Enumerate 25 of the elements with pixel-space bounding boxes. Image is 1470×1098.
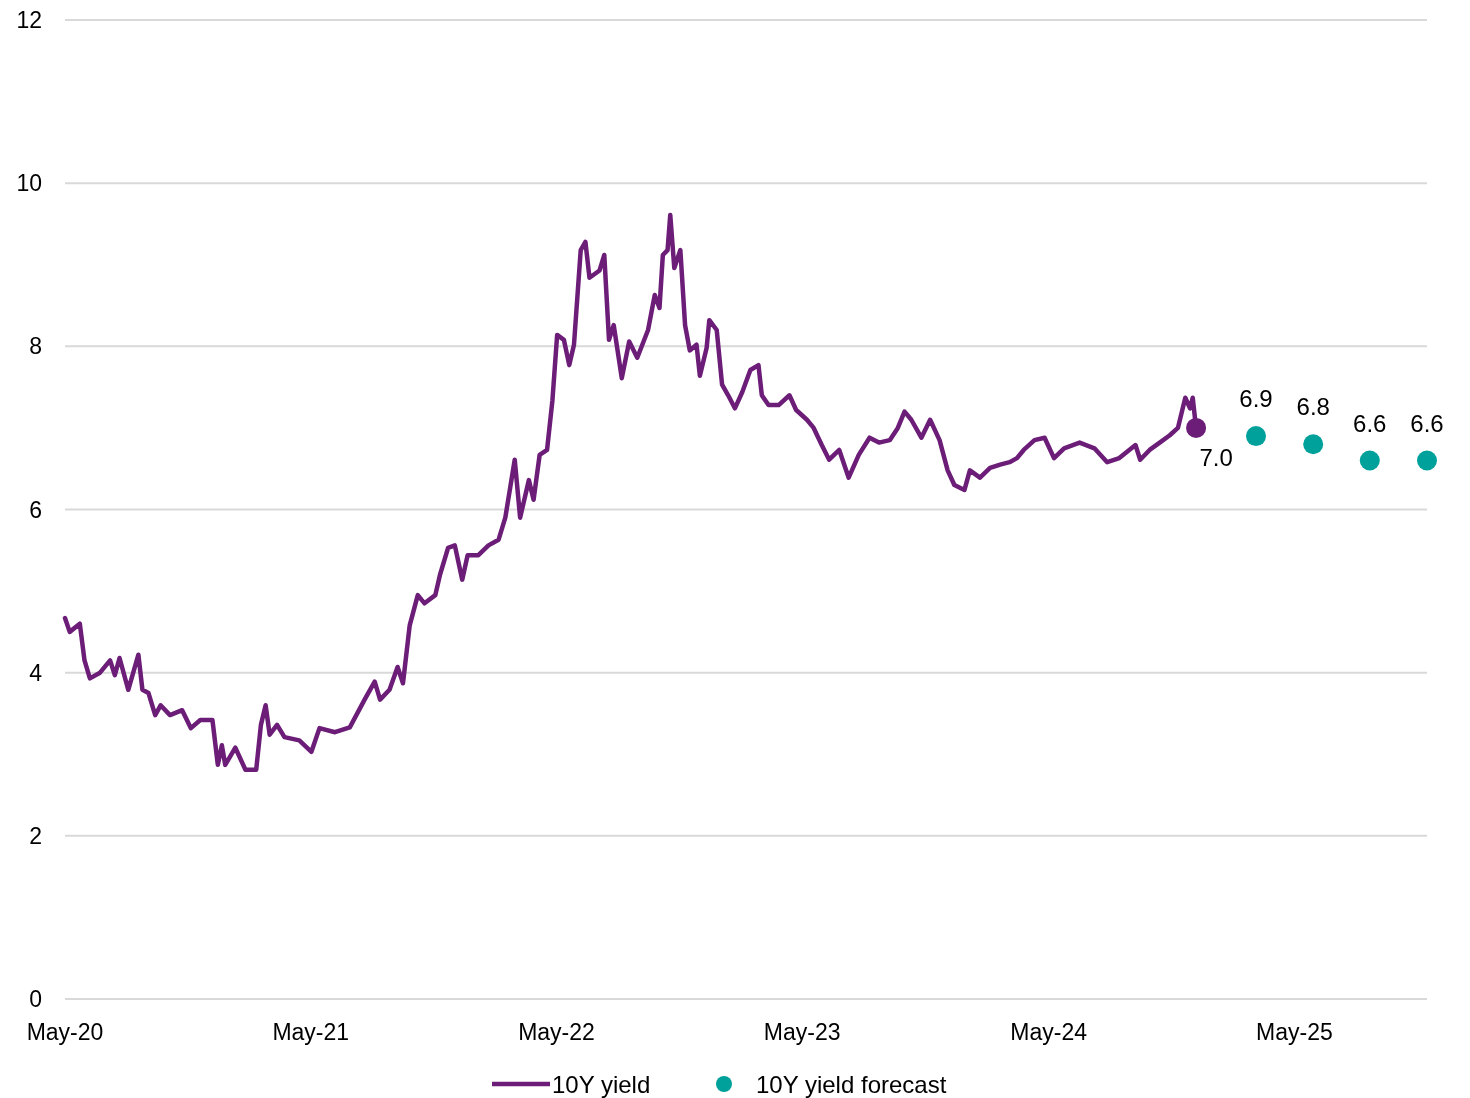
legend-label: 10Y yield forecast xyxy=(756,1071,947,1098)
point xyxy=(1303,434,1324,455)
x-tick-label: May-24 xyxy=(1010,1019,1088,1045)
y-tick-label: 4 xyxy=(29,659,43,686)
x-tick-label: May-21 xyxy=(272,1019,350,1045)
x-tick-label: May-23 xyxy=(763,1019,841,1045)
data-label: 6.9 xyxy=(1239,385,1273,413)
x-tick-label: May-22 xyxy=(518,1019,595,1045)
x-tick-label: May-20 xyxy=(26,1019,104,1045)
y-tick-label: 12 xyxy=(16,7,42,33)
x-tick-label: May-25 xyxy=(1256,1019,1333,1045)
point xyxy=(1417,450,1437,471)
data-label: 6.6 xyxy=(1353,409,1387,437)
data-label: 6.6 xyxy=(1410,409,1444,437)
data-label: 6.8 xyxy=(1296,393,1330,421)
y-tick-label: 6 xyxy=(29,496,42,523)
y-tick-label: 10 xyxy=(16,170,42,197)
point xyxy=(1186,417,1207,438)
data-label: 7.0 xyxy=(1199,443,1233,471)
legend-label: 10Y yield xyxy=(552,1071,651,1098)
y-tick-label: 8 xyxy=(29,333,42,360)
y-tick-label: 2 xyxy=(29,822,42,849)
y-tick-label: 0 xyxy=(29,986,42,1012)
point xyxy=(1359,450,1380,471)
point xyxy=(1245,426,1266,447)
